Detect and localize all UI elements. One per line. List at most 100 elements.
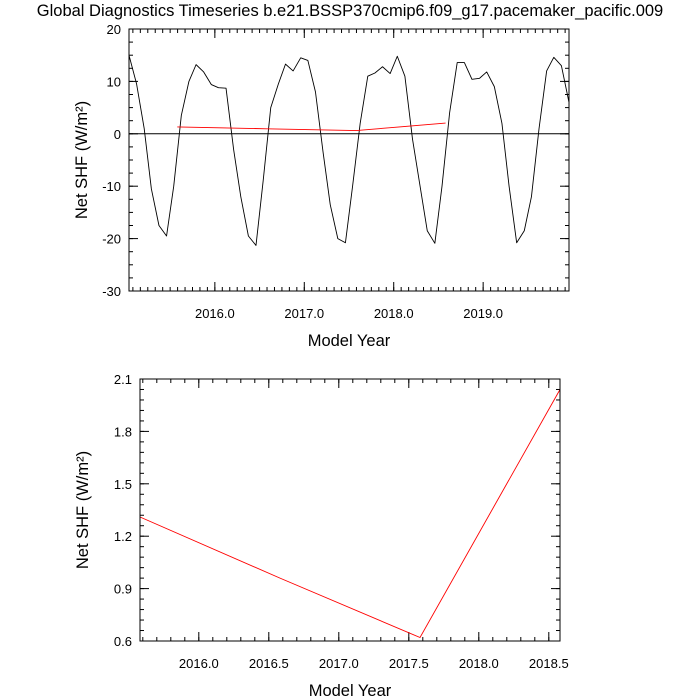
top-monthly-series-point (247, 234, 250, 237)
bottom-y-tick-label: 0.6 (114, 634, 132, 649)
top-y-axis-title: Net SHF (W/m²) (73, 101, 91, 219)
top-annual-mean-series-line (177, 122, 446, 132)
top-monthly-series-point (254, 244, 257, 247)
top-monthly-series-point (336, 237, 339, 240)
top-annual-mean-series-point (355, 129, 358, 132)
top-monthly-series-point (277, 83, 280, 86)
bottom-y-tick-label: 1.8 (114, 424, 132, 439)
top-monthly-series-point (359, 122, 362, 125)
top-monthly-series-point (150, 187, 153, 190)
top-annual-mean-series-point (444, 122, 447, 125)
top-monthly-series-point (463, 61, 466, 64)
bottom-y-tick-label: 0.9 (114, 582, 132, 597)
top-y-tick-label: -10 (102, 179, 121, 194)
bottom-x-axis-title: Model Year (309, 682, 392, 700)
bottom-annual-mean-series-line (139, 389, 561, 638)
top-monthly-series-line (128, 55, 570, 246)
top-y-tick-label: -30 (102, 284, 121, 299)
top-monthly-series-point (322, 151, 325, 154)
top-x-axis-title: Model Year (308, 332, 391, 350)
bottom-x-tick-label: 2018.0 (459, 656, 499, 671)
top-monthly-series-point (157, 224, 160, 227)
top-monthly-series-point (351, 185, 354, 188)
top-y-tick-label: 0 (114, 127, 121, 142)
top-monthly-series-point (560, 64, 563, 67)
top-y-tick-label: 10 (107, 74, 121, 89)
top-monthly-series-point (515, 241, 518, 244)
top-monthly-series-point (180, 114, 183, 117)
top-monthly-series-point (530, 195, 533, 198)
top-monthly-series-point (299, 56, 302, 59)
top-monthly-series-point (456, 61, 459, 64)
top-monthly-series-point (329, 203, 332, 206)
top-monthly-series-point (381, 65, 384, 68)
top-x-tick-label: 2018.0 (374, 306, 414, 321)
top-monthly-series-point (172, 185, 175, 188)
top-monthly-series-point (538, 127, 541, 130)
top-monthly-series-point (225, 87, 228, 90)
top-monthly-series-point (478, 77, 481, 80)
top-monthly-series-point (195, 63, 198, 66)
top-x-tick-label: 2017.0 (284, 306, 324, 321)
bottom-y-axis-title: Net SHF (W/m²) (74, 451, 92, 569)
bottom-x-tick-label: 2018.5 (529, 656, 569, 671)
bottom-x-tick-label: 2016.0 (179, 656, 219, 671)
top-monthly-series-point (366, 75, 369, 78)
top-monthly-series-point (500, 122, 503, 125)
top-x-tick-label: 2016.0 (195, 306, 235, 321)
top-monthly-series-point (344, 241, 347, 244)
top-monthly-series-point (433, 242, 436, 245)
top-annual-mean-series-point (176, 125, 179, 128)
top-monthly-series-point (508, 185, 511, 188)
top-panel-plot: 2016.0 2017.0 2018.0 2019.0 -30 -20 -10 0 10 20 Mo… (73, 22, 570, 350)
top-monthly-series-point (239, 195, 242, 198)
top-monthly-series-point (210, 83, 213, 86)
top-monthly-series-point (493, 85, 496, 88)
top-monthly-series-point (202, 70, 205, 73)
bottom-annual-mean-series-point (279, 577, 282, 580)
top-monthly-series-point (396, 55, 399, 58)
top-monthly-series-point (306, 59, 309, 62)
top-monthly-series-point (418, 182, 421, 185)
top-monthly-series-point (523, 229, 526, 232)
top-monthly-series-point (232, 148, 235, 151)
top-annual-mean-series-point (265, 127, 268, 130)
top-plot-frame (128, 28, 570, 292)
top-monthly-series-point (441, 185, 444, 188)
top-monthly-series-point (448, 111, 451, 114)
top-monthly-series-point (485, 70, 488, 73)
top-monthly-series-point (187, 80, 190, 83)
top-monthly-series-point (314, 90, 317, 93)
top-y-tick-label: -20 (102, 232, 121, 247)
top-monthly-series-point (373, 72, 376, 75)
top-monthly-series-point (269, 106, 272, 109)
bottom-y-tick-label: 1.2 (114, 529, 132, 544)
top-monthly-series-point (411, 138, 414, 141)
top-monthly-series-point (470, 78, 473, 81)
bottom-y-tick-label: 1.5 (114, 477, 132, 492)
top-monthly-series-point (262, 179, 265, 182)
top-monthly-series-point (217, 86, 220, 89)
top-monthly-series-point (284, 63, 287, 66)
bottom-x-tick-label: 2016.5 (249, 656, 289, 671)
top-monthly-series-point (165, 234, 168, 237)
bottom-x-tick-label: 2017.5 (389, 656, 429, 671)
top-monthly-series-point (403, 75, 406, 78)
top-y-tick-label: 20 (107, 22, 121, 37)
top-monthly-series-point (135, 83, 138, 86)
bottom-annual-mean-series-point (419, 636, 422, 639)
top-x-tick-label: 2019.0 (463, 306, 503, 321)
top-monthly-series-point (143, 127, 146, 130)
top-monthly-series-point (552, 56, 555, 59)
top-monthly-series-point (426, 229, 429, 232)
bottom-plot-frame (139, 378, 561, 642)
top-monthly-series-point (545, 69, 548, 72)
bottom-panel-plot: 2016.0 2016.5 2017.0 2017.5 2018.0 2018.5 0.6 0… (74, 372, 569, 700)
bottom-y-tick-label: 2.1 (114, 372, 132, 387)
bottom-x-tick-label: 2017.0 (319, 656, 359, 671)
top-monthly-series-point (389, 72, 392, 75)
top-monthly-series-point (292, 69, 295, 72)
chart-title: Global Diagnostics Timeseries b.e21.BSSP… (36, 2, 664, 20)
